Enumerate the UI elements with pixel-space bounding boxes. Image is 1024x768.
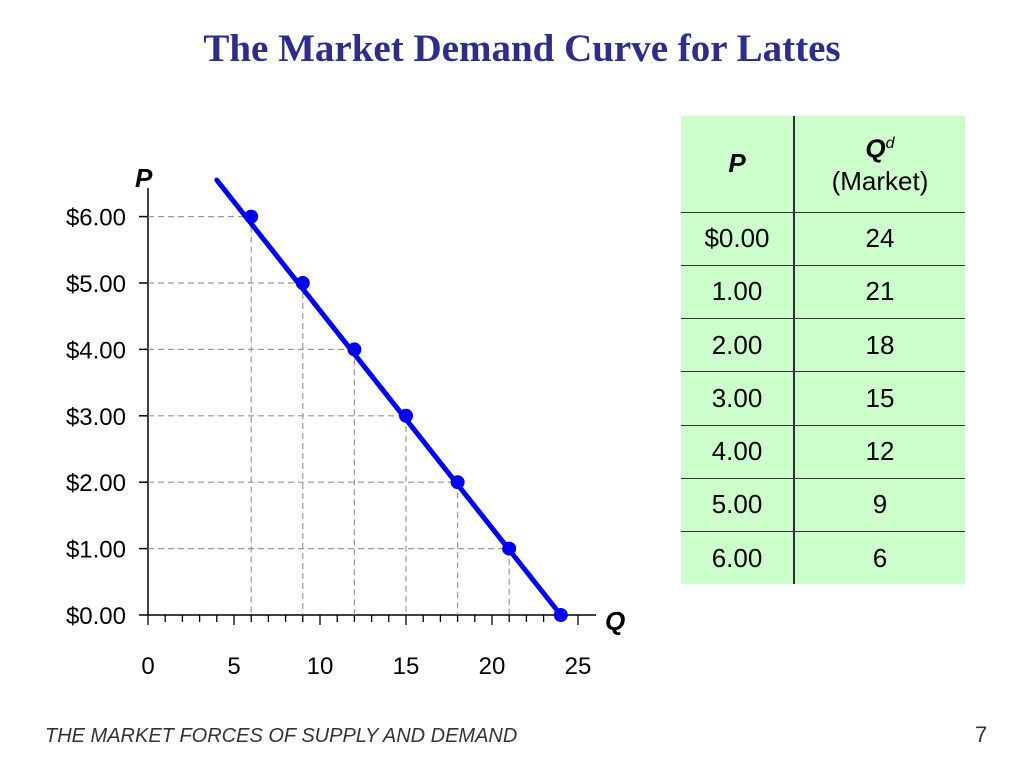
y-tick-label: $0.00 xyxy=(66,603,126,630)
table-row: 5.00 9 xyxy=(681,478,965,533)
y-axis-label: P xyxy=(135,163,153,193)
page-title: The Market Demand Curve for Lattes xyxy=(203,27,841,70)
footer-text: THE MARKET FORCES OF SUPPLY AND DEMAND xyxy=(45,725,518,747)
table-header-row: P Qd (Market) xyxy=(681,116,965,213)
quantity-cell: 24 xyxy=(794,212,965,266)
data-point xyxy=(399,408,413,423)
price-cell: 6.00 xyxy=(681,531,795,584)
table-row: 1.00 21 xyxy=(681,265,965,320)
header-quantity-superscript: d xyxy=(885,135,895,153)
table-row: 3.00 15 xyxy=(681,371,965,426)
x-tick-label: 20 xyxy=(479,653,506,680)
table-row: 4.00 12 xyxy=(681,425,965,479)
y-tick-label: $5.00 xyxy=(66,271,126,298)
quantity-cell: 15 xyxy=(794,371,965,426)
y-tick-label: $3.00 xyxy=(66,404,126,431)
quantity-cell: 12 xyxy=(794,425,965,479)
data-point xyxy=(244,209,259,224)
data-point xyxy=(502,541,517,556)
header-quantity-symbol: Q xyxy=(865,134,886,165)
data-point xyxy=(553,608,568,622)
table-row: 6.00 6 xyxy=(681,531,965,584)
price-cell: 3.00 xyxy=(681,371,795,426)
price-cell: $0.00 xyxy=(681,212,795,266)
data-point xyxy=(347,342,362,357)
demand-schedule-table: P Qd (Market) $0.00 24 1.00 21 2.00 18 3.00… xyxy=(681,116,965,584)
x-tick-label: 5 xyxy=(227,653,240,680)
table-row: 2.00 18 xyxy=(681,318,965,373)
header-price: P xyxy=(681,116,795,213)
quantity-cell: 18 xyxy=(794,318,965,373)
x-axis-label: Q xyxy=(605,606,625,636)
header-quantity-label: Qd xyxy=(795,129,965,164)
price-cell: 4.00 xyxy=(681,425,795,479)
quantity-cell: 21 xyxy=(794,265,965,320)
x-tick-label: 0 xyxy=(141,653,154,680)
header-quantity-sublabel: (Market) xyxy=(831,166,929,197)
quantity-cell: 9 xyxy=(794,478,965,533)
y-tick-label: $1.00 xyxy=(66,537,126,564)
demand-chart: $0.00 $1.00 $2.00 $3.00 $4.00 $5.00 $6.00 0 5 10 1… xyxy=(66,163,625,680)
data-point xyxy=(295,276,310,290)
data-point xyxy=(450,475,465,490)
header-price-label: P xyxy=(728,148,746,179)
x-tick-label: 25 xyxy=(565,653,592,680)
page-number: 7 xyxy=(975,722,988,747)
x-tick-label: 15 xyxy=(393,653,420,680)
quantity-cell: 6 xyxy=(872,542,888,573)
y-tick-label: $2.00 xyxy=(66,470,126,497)
demand-curve-line xyxy=(214,177,564,618)
price-cell: 2.00 xyxy=(681,318,795,373)
x-tick-label: 10 xyxy=(307,653,334,680)
y-tick-label: $4.00 xyxy=(66,337,126,364)
price-cell: 5.00 xyxy=(681,478,795,533)
header-quantity: Qd (Market) xyxy=(794,116,965,213)
table-row: $0.00 24 xyxy=(681,212,965,266)
y-tick-label: $6.00 xyxy=(66,205,126,232)
price-cell: 1.00 xyxy=(681,265,795,320)
